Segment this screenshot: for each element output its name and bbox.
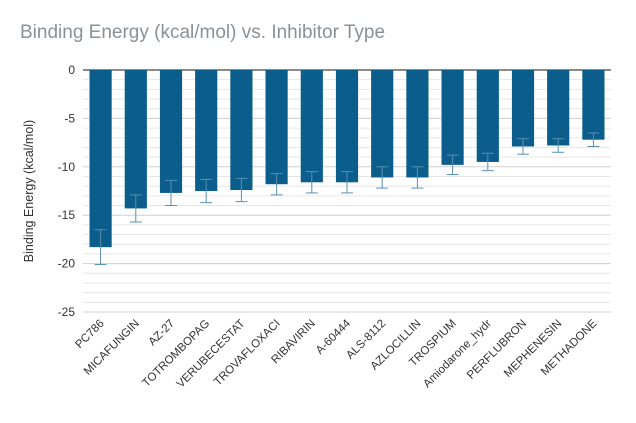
x-tick-label: AZ-27: [146, 318, 177, 349]
bar: [476, 70, 499, 162]
bar: [159, 70, 183, 193]
y-tick-label: -5: [64, 111, 75, 125]
bar-layer: [89, 70, 605, 248]
bar: [582, 70, 605, 140]
x-tick-label: TROVAFLOXACI: [212, 318, 283, 389]
bar: [547, 70, 570, 146]
chart-title: Binding Energy (kcal/mol) vs. Inhibitor …: [20, 22, 386, 43]
y-axis-title: Binding Energy (kcal/mol): [22, 120, 36, 262]
bar: [371, 70, 394, 178]
error-bar-layer: [94, 132, 600, 266]
x-tick-label: PC786: [73, 318, 106, 351]
bar: [195, 70, 218, 191]
bar: [511, 70, 535, 147]
y-tick-label: -25: [58, 305, 76, 319]
bar: [406, 70, 429, 178]
bar: [230, 70, 253, 191]
x-tick-label: TOTROMBOPAG: [140, 318, 212, 390]
bar: [300, 70, 323, 183]
bar: [89, 70, 112, 248]
y-tick-layer: 0 -5 -10 -15 -20 -25: [58, 63, 76, 319]
y-tick-label: -20: [58, 257, 76, 271]
bar: [441, 70, 464, 165]
y-tick-label: -15: [58, 208, 76, 222]
bar: [335, 70, 359, 183]
bar: [265, 70, 288, 185]
y-tick-label: -10: [58, 160, 76, 174]
bar: [124, 70, 147, 209]
y-tick-label: 0: [68, 63, 75, 77]
